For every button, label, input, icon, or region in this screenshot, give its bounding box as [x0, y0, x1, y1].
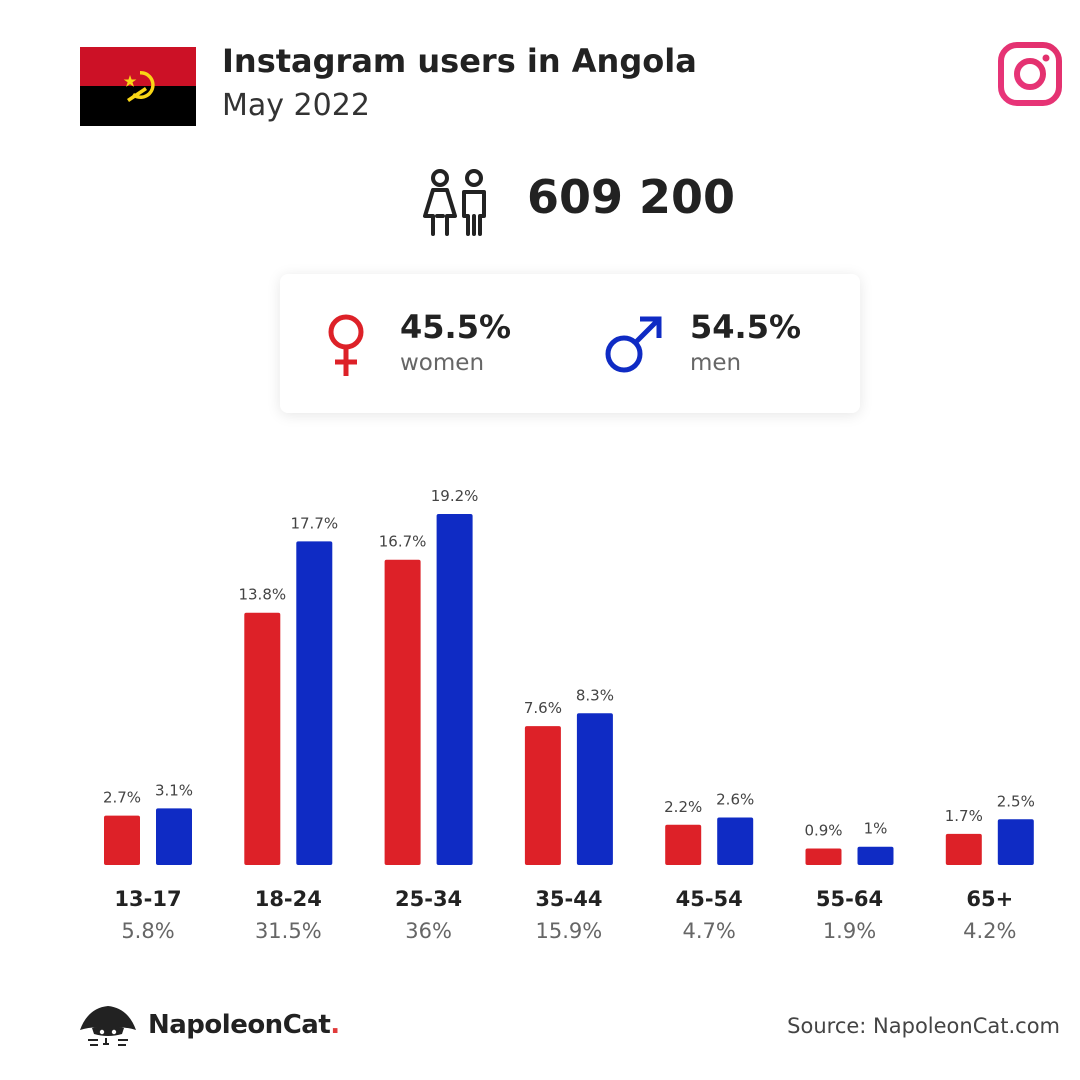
- bar-value-label-women-65+: 1.7%: [945, 807, 983, 825]
- bar-value-label-men-13-17: 3.1%: [155, 781, 193, 799]
- bar-men-35-44: [576, 713, 613, 865]
- bar-men-18-24: [296, 541, 333, 865]
- category-total-65+: 4.2%: [963, 919, 1016, 943]
- category-total-18-24: 31.5%: [255, 919, 322, 943]
- bar-women-55-64: [805, 848, 842, 865]
- bar-value-label-women-18-24: 13.8%: [238, 586, 286, 604]
- bar-value-label-women-55-64: 0.9%: [804, 822, 842, 840]
- category-total-25-34: 36%: [405, 919, 452, 943]
- age-gender-bar-chart: 2.7% 3.1% 13-17 5.8% 13.8% 17.7% 18-24 31.5% 16.…: [103, 487, 1035, 943]
- male-symbol-icon: [605, 316, 662, 373]
- men-percentage: 54.5%: [690, 308, 802, 346]
- bar-women-45-54: [665, 824, 702, 865]
- page-title: Instagram users in Angola: [222, 42, 697, 80]
- instagram-icon: [998, 42, 1062, 106]
- bar-women-13-17: [104, 815, 140, 865]
- men-label: men: [690, 350, 742, 376]
- bar-value-label-men-55-64: 1%: [864, 820, 888, 838]
- page-subtitle: May 2022: [222, 88, 370, 123]
- women-label: women: [400, 350, 485, 376]
- bar-women-65+: [945, 833, 982, 865]
- bar-value-label-men-25-34: 19.2%: [431, 487, 479, 505]
- bar-value-label-men-45-54: 2.6%: [716, 790, 754, 808]
- bar-value-label-women-25-34: 16.7%: [379, 533, 427, 551]
- category-label-45-54: 45-54: [676, 887, 743, 911]
- bar-women-25-34: [384, 559, 421, 865]
- napoleoncat-logo-icon: [80, 1006, 136, 1046]
- total-users-value: 609 200: [527, 170, 736, 224]
- bar-men-25-34: [436, 514, 473, 865]
- category-label-65+: 65+: [966, 887, 1013, 911]
- female-symbol-icon: [328, 314, 364, 376]
- category-total-45-54: 4.7%: [683, 919, 736, 943]
- bar-men-13-17: [156, 808, 192, 865]
- category-label-25-34: 25-34: [395, 887, 462, 911]
- category-total-35-44: 15.9%: [536, 919, 603, 943]
- bar-women-35-44: [524, 726, 561, 865]
- category-total-13-17: 5.8%: [121, 919, 174, 943]
- brand-dot: .: [330, 1010, 340, 1040]
- category-label-55-64: 55-64: [816, 887, 883, 911]
- category-label-13-17: 13-17: [114, 887, 181, 911]
- bar-women-18-24: [244, 612, 281, 865]
- category-label-35-44: 35-44: [535, 887, 602, 911]
- source-text: Source: NapoleonCat.com: [787, 1014, 1060, 1038]
- bar-men-65+: [997, 819, 1034, 865]
- bar-value-label-women-13-17: 2.7%: [103, 789, 141, 807]
- gender-summary-card: 45.5% women 54.5% men: [280, 274, 860, 413]
- bar-value-label-men-35-44: 8.3%: [576, 686, 614, 704]
- angola-flag-icon: [80, 47, 196, 126]
- category-total-55-64: 1.9%: [823, 919, 876, 943]
- bar-value-label-men-65+: 2.5%: [997, 792, 1035, 810]
- brand-name: NapoleonCat.: [148, 1010, 340, 1040]
- bar-men-45-54: [717, 817, 754, 865]
- bar-value-label-women-45-54: 2.2%: [664, 798, 702, 816]
- bar-value-label-women-35-44: 7.6%: [524, 699, 562, 717]
- category-label-18-24: 18-24: [255, 887, 322, 911]
- bar-men-55-64: [857, 846, 894, 865]
- women-percentage: 45.5%: [400, 308, 512, 346]
- bar-value-label-men-18-24: 17.7%: [290, 514, 338, 532]
- users-icon: [423, 169, 486, 236]
- brand-text: NapoleonCat: [148, 1010, 331, 1040]
